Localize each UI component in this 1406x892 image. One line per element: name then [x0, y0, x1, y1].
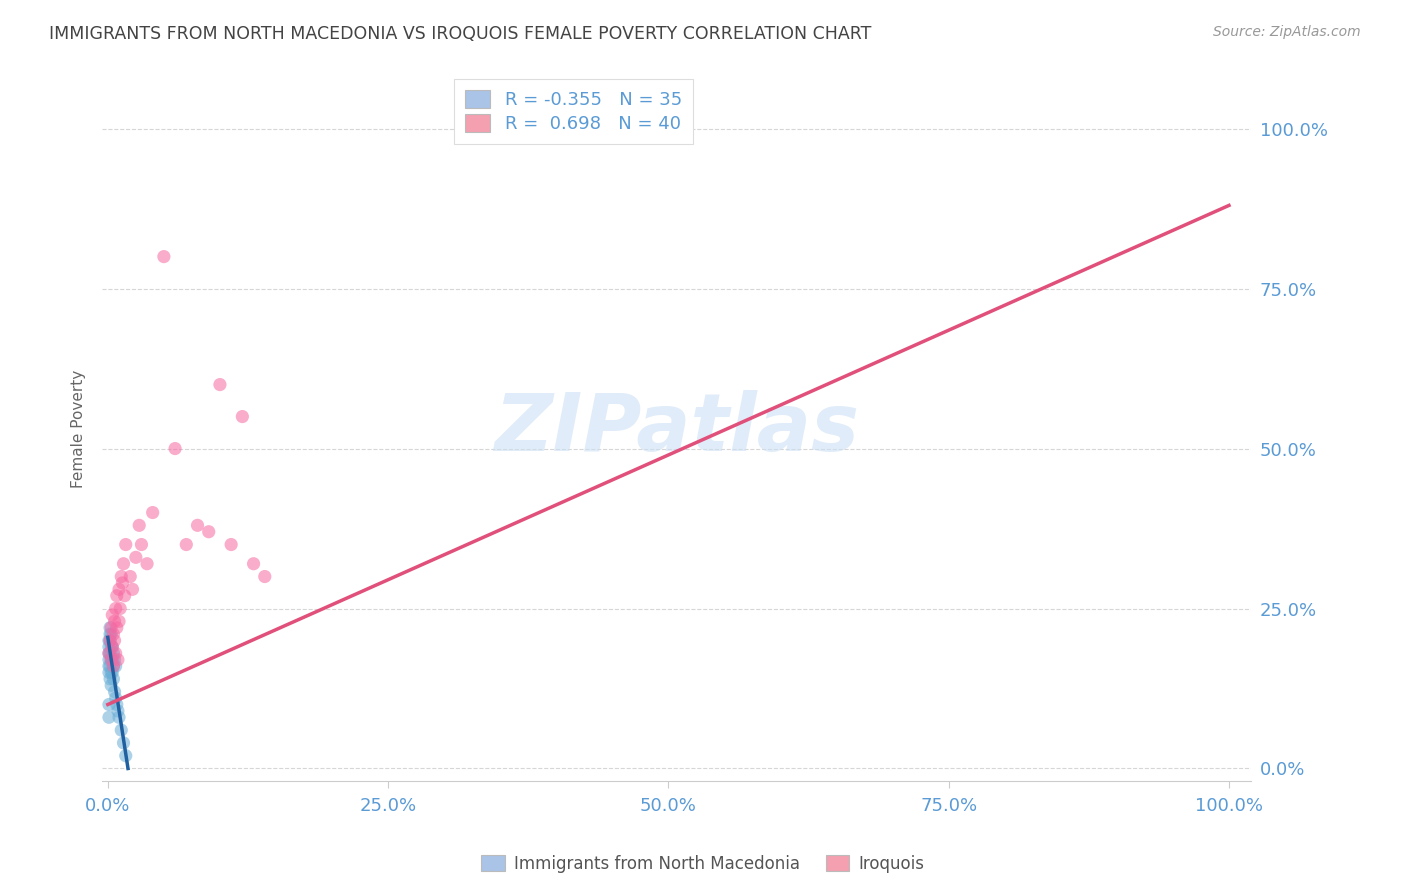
Point — [104, 601, 127, 615]
Point — [114, 589, 136, 603]
Point — [98, 621, 121, 635]
Point — [97, 659, 120, 673]
Point — [153, 250, 176, 264]
Point — [110, 723, 132, 737]
Point — [105, 698, 128, 712]
Point — [108, 601, 131, 615]
Point — [101, 640, 124, 654]
Point — [197, 524, 219, 539]
Point — [208, 377, 231, 392]
Point — [103, 615, 125, 629]
Point — [103, 684, 125, 698]
Point — [97, 646, 120, 660]
Point — [103, 627, 125, 641]
Point — [100, 627, 122, 641]
Legend: Immigrants from North Macedonia, Iroquois: Immigrants from North Macedonia, Iroquoi… — [474, 848, 932, 880]
Point — [108, 615, 131, 629]
Point — [100, 653, 122, 667]
Point — [114, 748, 136, 763]
Point — [97, 698, 120, 712]
Point — [97, 646, 120, 660]
Point — [97, 653, 120, 667]
Point — [242, 557, 264, 571]
Point — [112, 736, 135, 750]
Point — [107, 653, 129, 667]
Point — [100, 665, 122, 680]
Point — [101, 640, 124, 654]
Point — [231, 409, 253, 424]
Point — [120, 569, 142, 583]
Point — [114, 537, 136, 551]
Y-axis label: Female Poverty: Female Poverty — [72, 370, 86, 489]
Point — [100, 621, 122, 635]
Point — [105, 621, 128, 635]
Point — [101, 653, 124, 667]
Point — [108, 582, 131, 597]
Point — [104, 646, 127, 660]
Point — [112, 557, 135, 571]
Point — [186, 518, 208, 533]
Point — [103, 659, 125, 673]
Point — [128, 518, 150, 533]
Point — [98, 646, 121, 660]
Point — [100, 653, 122, 667]
Point — [142, 506, 165, 520]
Point — [108, 710, 131, 724]
Point — [107, 704, 129, 718]
Point — [176, 537, 198, 551]
Point — [103, 646, 125, 660]
Point — [111, 576, 134, 591]
Point — [98, 659, 121, 673]
Point — [101, 665, 124, 680]
Point — [105, 589, 128, 603]
Point — [98, 672, 121, 686]
Point — [98, 627, 121, 641]
Point — [104, 691, 127, 706]
Point — [219, 537, 242, 551]
Point — [121, 582, 143, 597]
Point — [97, 665, 120, 680]
Point — [98, 633, 121, 648]
Text: IMMIGRANTS FROM NORTH MACEDONIA VS IROQUOIS FEMALE POVERTY CORRELATION CHART: IMMIGRANTS FROM NORTH MACEDONIA VS IROQU… — [49, 25, 872, 43]
Point — [103, 653, 125, 667]
Text: Source: ZipAtlas.com: Source: ZipAtlas.com — [1213, 25, 1361, 39]
Point — [131, 537, 153, 551]
Point — [97, 640, 120, 654]
Text: ZIPatlas: ZIPatlas — [495, 391, 859, 468]
Point — [100, 678, 122, 692]
Point — [125, 550, 148, 565]
Point — [98, 633, 121, 648]
Point — [165, 442, 187, 456]
Point — [101, 607, 124, 622]
Point — [136, 557, 159, 571]
Point — [97, 710, 120, 724]
Point — [97, 633, 120, 648]
Point — [103, 633, 125, 648]
Legend: R = -0.355   N = 35, R =  0.698   N = 40: R = -0.355 N = 35, R = 0.698 N = 40 — [454, 79, 693, 145]
Point — [103, 659, 125, 673]
Point — [103, 672, 125, 686]
Point — [110, 569, 132, 583]
Point — [253, 569, 276, 583]
Point — [100, 640, 122, 654]
Point — [104, 659, 127, 673]
